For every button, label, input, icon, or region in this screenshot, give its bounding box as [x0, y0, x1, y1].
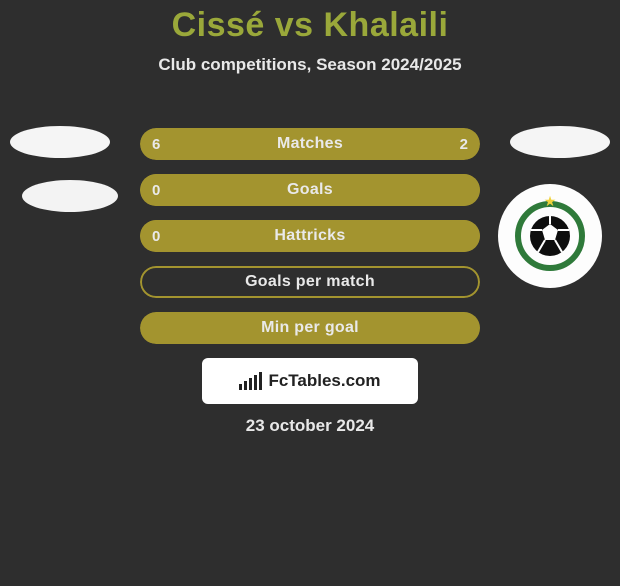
stat-label: Matches	[140, 128, 480, 160]
player-right-avatar	[510, 126, 610, 158]
stat-row: Min per goal	[140, 312, 480, 344]
stats-container: Matches62Goals0Hattricks0Goals per match…	[140, 128, 480, 358]
footer-date: 23 october 2024	[0, 416, 620, 436]
club-badge-ring: ★	[515, 201, 585, 271]
bar-chart-icon	[239, 372, 262, 390]
stat-value-left: 0	[152, 220, 160, 252]
stat-row: Goals0	[140, 174, 480, 206]
player-right-club-badge: ★	[498, 184, 602, 288]
page-title: Cissé vs Khalaili	[0, 6, 620, 45]
stat-label: Goals per match	[140, 266, 480, 298]
star-icon: ★	[544, 193, 557, 210]
stat-row: Matches6 2	[140, 128, 480, 160]
player-left-club-badge	[22, 180, 118, 212]
stat-row: Goals per match	[140, 266, 480, 298]
stat-label: Goals	[140, 174, 480, 206]
stat-label: Min per goal	[140, 312, 480, 344]
subtitle: Club competitions, Season 2024/2025	[0, 55, 620, 75]
branding-badge: FcTables.com	[202, 358, 418, 404]
branding-text: FcTables.com	[268, 371, 380, 391]
stat-value-left: 6	[152, 128, 160, 160]
stat-row: Hattricks0	[140, 220, 480, 252]
player-left-avatar	[10, 126, 110, 158]
soccer-ball-icon	[528, 214, 572, 258]
stat-value-right: 2	[460, 128, 468, 160]
stat-value-left: 0	[152, 174, 160, 206]
stat-label: Hattricks	[140, 220, 480, 252]
